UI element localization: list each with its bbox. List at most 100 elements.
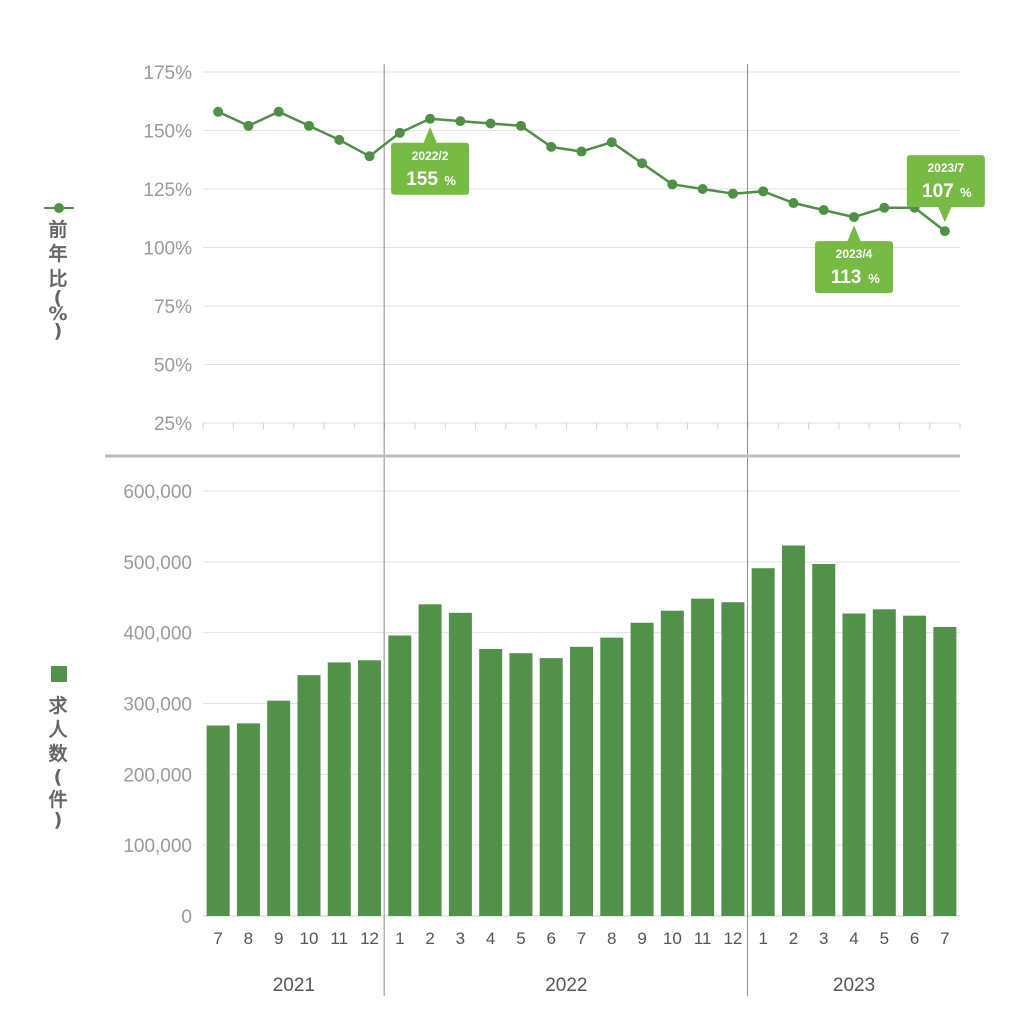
bar [448, 612, 472, 916]
line-point [334, 134, 345, 145]
line-y-tick-label: 100% [143, 239, 192, 260]
line-y-tick-label: 125% [143, 180, 192, 201]
bar-y-tick-label: 100,000 [123, 836, 192, 857]
callout-date: 2023/4 [836, 247, 873, 261]
bar [903, 615, 927, 916]
line-point [939, 226, 950, 237]
x-tick-label: 9 [637, 929, 646, 948]
bar [297, 675, 321, 916]
callout: 2022/2 155% [391, 126, 470, 195]
line-point [697, 184, 708, 194]
bar-y-tick-label: 500,000 [123, 553, 192, 574]
line-point [818, 205, 829, 216]
bar-legend-marker [51, 666, 67, 682]
x-tick-label: 7 [213, 929, 222, 948]
bar-y-tick-label: 200,000 [123, 765, 192, 786]
callout-date: 2023/7 [928, 161, 965, 175]
callout-unit: % [444, 173, 456, 188]
callout-unit: % [960, 185, 972, 200]
line-point [788, 198, 799, 209]
x-tick-label: 9 [274, 929, 283, 948]
bar-y-tick-label: 0 [181, 907, 192, 928]
line-series [213, 106, 950, 237]
callout-box [391, 142, 470, 195]
x-tick-label: 7 [940, 929, 949, 948]
line-point [758, 186, 769, 197]
line-point [546, 141, 557, 152]
line-point [243, 120, 254, 131]
callout-pointer [423, 126, 438, 144]
line-y-tick-label: 25% [154, 414, 192, 435]
x-tick-label: 12 [723, 929, 742, 948]
line-point [273, 106, 284, 117]
line-point [515, 120, 526, 131]
bar [418, 604, 442, 916]
bar [812, 563, 836, 916]
bar-series [206, 545, 957, 916]
bar [206, 725, 230, 916]
line-point [425, 113, 436, 124]
x-tick-label: 8 [607, 929, 616, 948]
callout: 2023/7 107% [906, 155, 985, 223]
x-tick-label: 12 [360, 929, 379, 948]
line-point [667, 179, 678, 190]
callouts: 2022/2 155 % 2023/4 113 % 2023/7 107% [391, 126, 985, 294]
bar [660, 610, 684, 916]
year-label: 2021 [273, 975, 315, 996]
callout: 2023/4 113% [815, 225, 894, 294]
bar [842, 613, 866, 916]
x-tick-label: 5 [516, 929, 525, 948]
x-tick-label: 2 [789, 929, 798, 948]
line-y-tick-label: 50% [154, 356, 192, 377]
line-point [727, 188, 738, 199]
bar [388, 635, 412, 916]
year-label: 2023 [833, 975, 875, 996]
x-tick-label: 11 [694, 929, 712, 948]
line-y-tick-label: 75% [154, 297, 192, 318]
bar-y-tick-label: 400,000 [123, 624, 192, 645]
line-legend-dot [54, 203, 64, 213]
x-tick-label: 2 [425, 929, 434, 948]
x-tick-label: 6 [910, 929, 919, 948]
callout-date: 2022/2 [412, 149, 449, 163]
bar-y-axis-label: 求人数(件) [48, 694, 68, 831]
x-tick-label: 3 [819, 929, 828, 948]
line-point [364, 151, 375, 162]
line-point [303, 120, 314, 131]
line-point [394, 127, 405, 138]
bar [781, 545, 805, 916]
callout-pointer [847, 225, 862, 243]
x-tick-label: 5 [880, 929, 889, 948]
bar [630, 622, 654, 916]
bar [479, 648, 503, 916]
y-axis-labels: 前年比(%) 求人数(件) [44, 203, 74, 831]
x-tick-label: 4 [486, 929, 495, 948]
line-point [576, 146, 587, 157]
callout-pointer [937, 206, 952, 223]
x-tick-label: 1 [758, 929, 767, 948]
x-tick-label: 1 [395, 929, 404, 948]
line-chart-grid: 175% 150% 125% 100% 75% 50% 25% [143, 63, 961, 435]
bar [751, 568, 775, 916]
x-tick-label: 7 [577, 929, 586, 948]
callout-value: 113 [831, 267, 862, 288]
bar-y-tick-label: 300,000 [123, 695, 192, 716]
x-tick-label: 3 [456, 929, 465, 948]
x-tick-label: 8 [244, 929, 253, 948]
x-tick-label: 10 [663, 929, 682, 948]
callout-box [906, 155, 985, 208]
bar [933, 627, 957, 916]
bar [327, 662, 351, 916]
line-y-axis-label: 前年比(%) [48, 218, 67, 342]
bar [600, 637, 624, 916]
bar [509, 653, 533, 916]
line-y-tick-label: 150% [143, 122, 192, 143]
callout-box [815, 241, 894, 294]
line-point [637, 158, 648, 169]
line-point [879, 202, 890, 213]
bar [539, 658, 563, 916]
line-point [455, 116, 466, 127]
